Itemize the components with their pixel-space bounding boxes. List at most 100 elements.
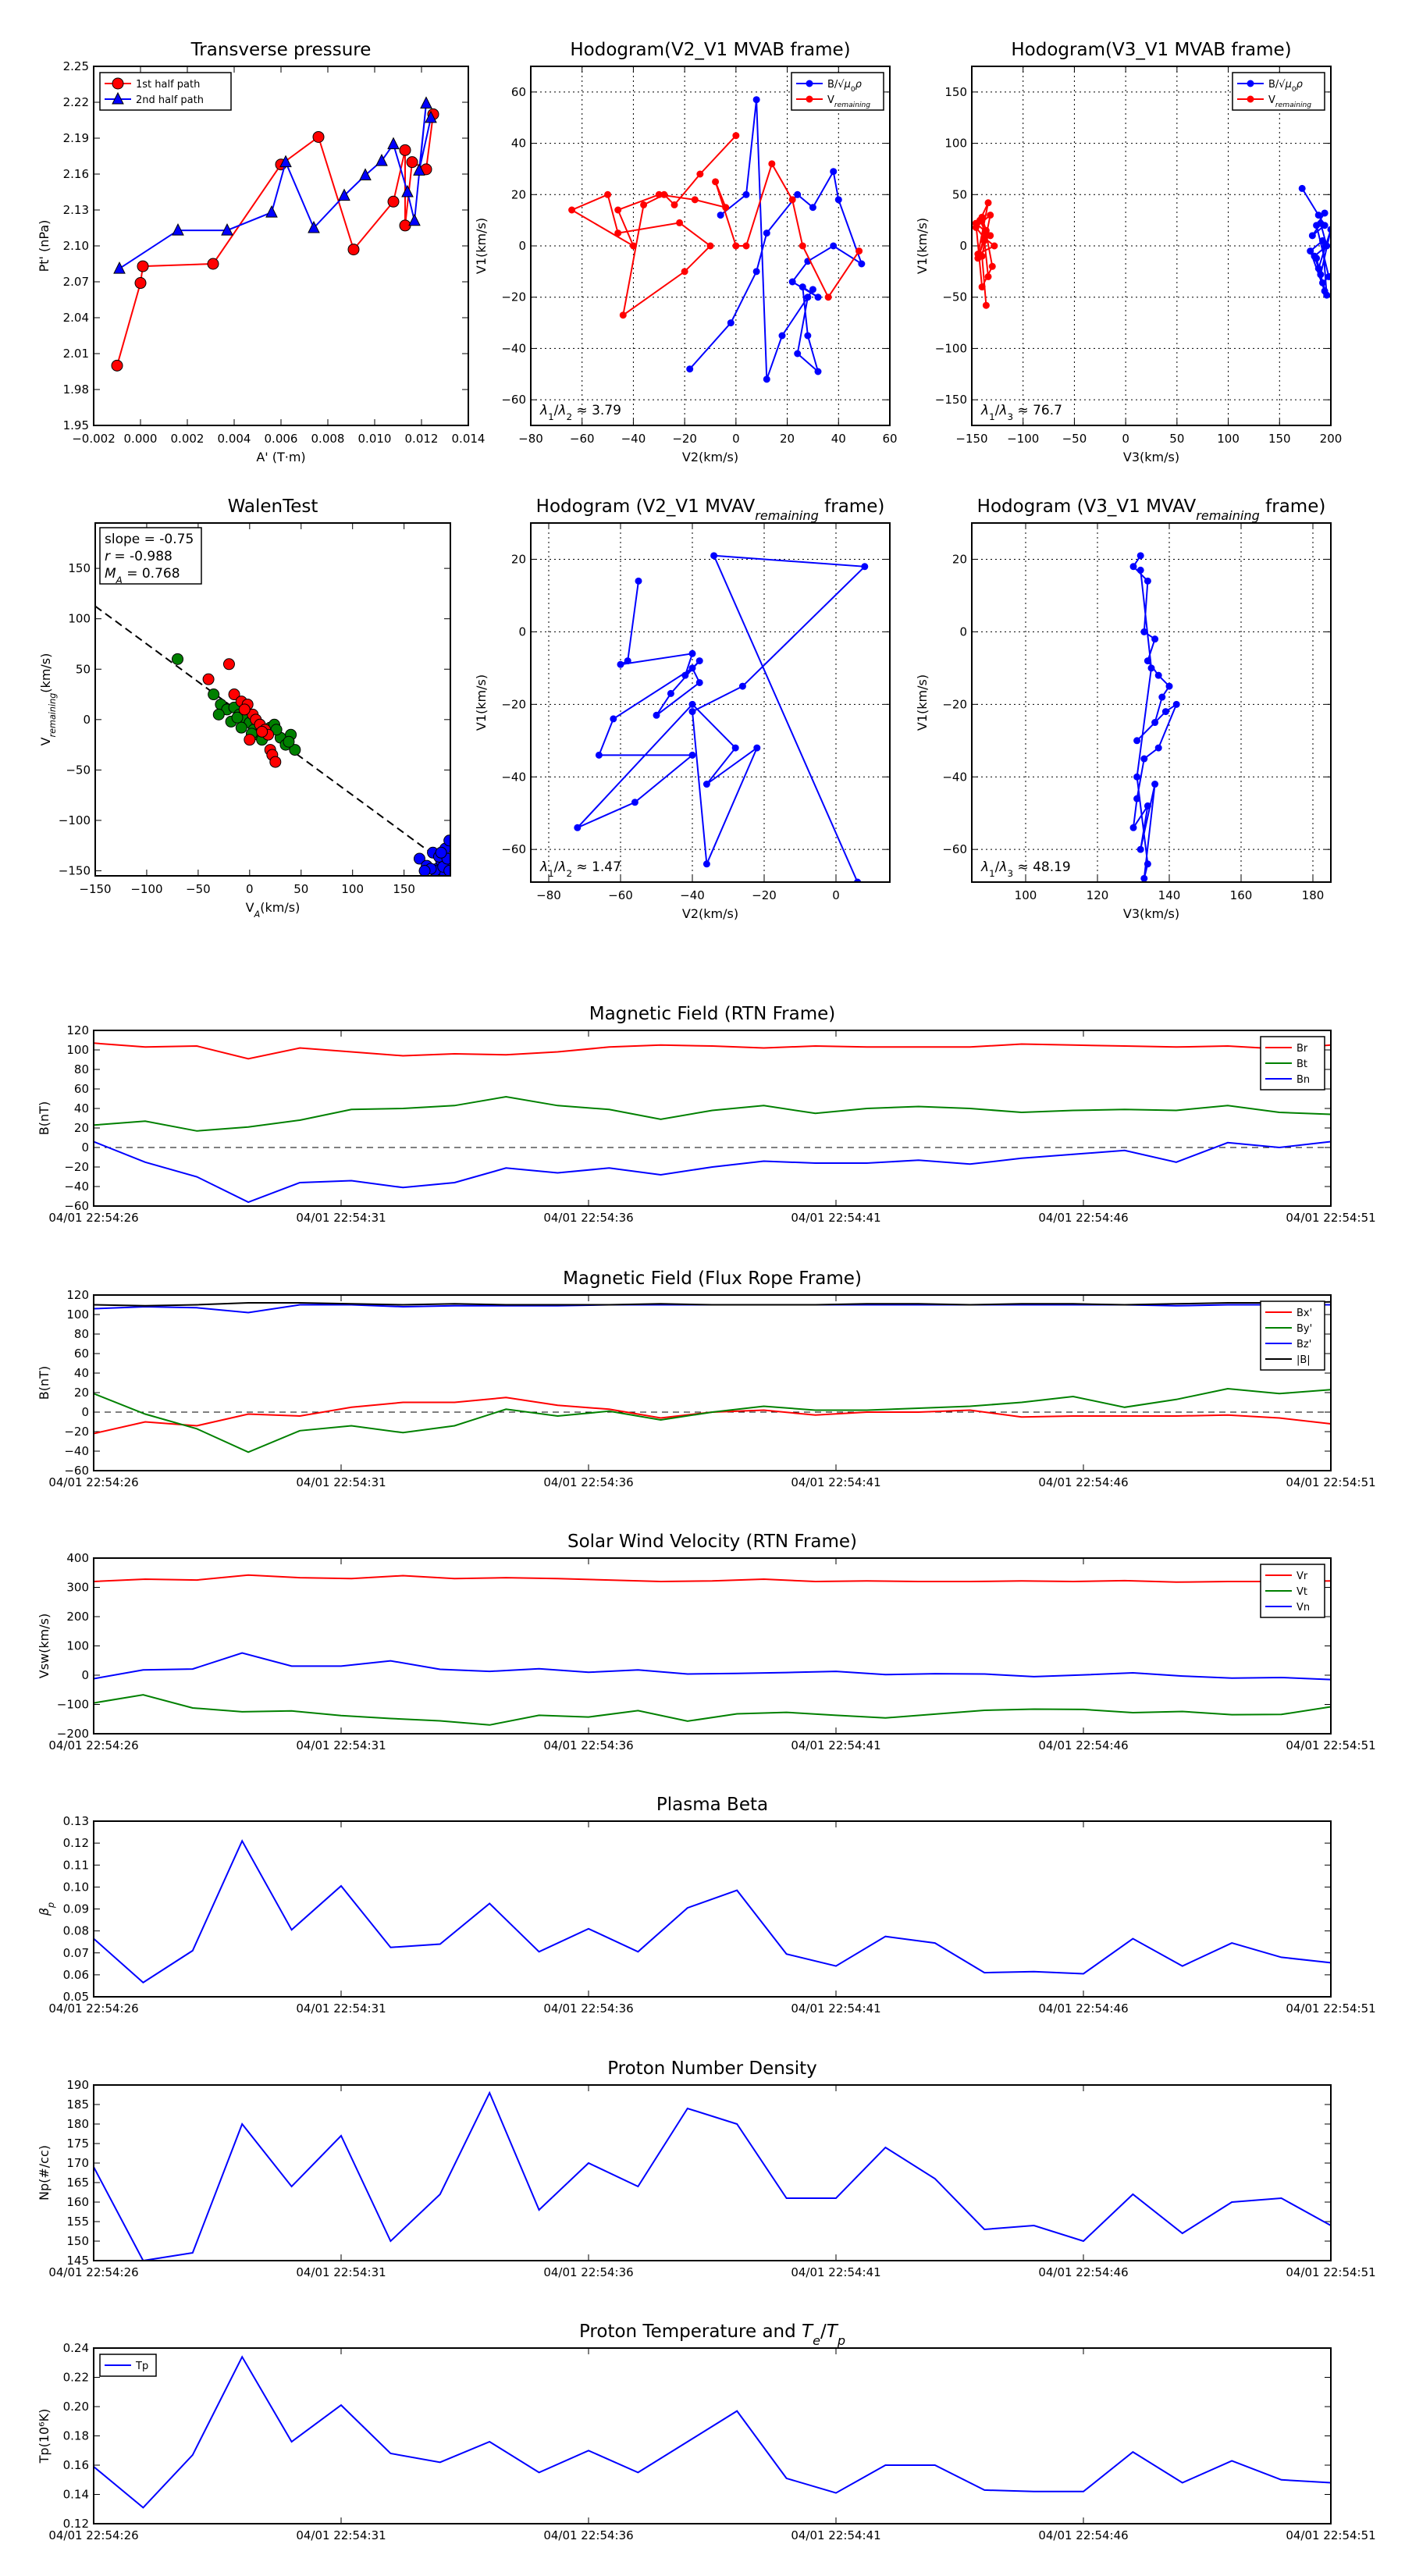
chart-title: Magnetic Field (Flux Rope Frame) [563,1268,862,1289]
y-tick-label: 165 [66,2176,89,2190]
legend-label: Vremaining [1268,94,1311,109]
x-tick-label: 04/01 22:54:46 [1038,1211,1128,1225]
y-tick-label: 0.18 [63,2429,89,2443]
axis-ticks: 04/01 22:54:26 04/01 22:54:31 04/01 22:54:… [48,2341,1375,2542]
data-point [231,711,244,724]
data-point [443,834,450,847]
legend-marker [1247,95,1254,103]
x-tick-label: 04/01 22:54:31 [296,2265,386,2279]
data-point [1158,693,1166,701]
annotation-part: / [995,403,1000,418]
stat-slope: slope = -0.75 [105,532,194,547]
y-tick-label: −100 [935,341,967,355]
annotation-part: ≈ 76.7 [1013,403,1062,418]
annotation-part: 1 [989,411,995,422]
chart-title: Proton Temperature and Te/Tp [579,2322,845,2348]
y-tick-label: 2.01 [63,347,89,361]
y-tick-label: 0.14 [63,2488,89,2502]
data-point [978,213,986,221]
legend-label: Tp [135,2361,148,2372]
x-tick-label: 100 [341,882,364,896]
annotation-part: ≈ 48.19 [1013,859,1071,875]
series-line-Br [94,1042,1331,1060]
data-point [1151,635,1159,643]
data-point [1144,802,1151,809]
legend-label-part: ρ [1297,79,1304,91]
annotation-part: ≈ 1.47 [572,859,621,875]
x-tick-label: 04/01 22:54:41 [791,2528,880,2542]
data-point [858,260,866,268]
y-tick-label: −40 [501,341,526,355]
legend-label-part: μ [844,79,851,91]
legend-label: Vt [1297,1586,1307,1598]
plot-frame [530,66,891,426]
data-point [1313,254,1321,262]
stats-box-frame [99,527,202,585]
data-point [788,278,796,286]
annotation-part: λ [998,859,1007,875]
annotation-part: / [995,859,1000,875]
x-tick-label: 0 [246,882,254,896]
data-point [688,708,696,716]
y-tick-label: 0.16 [63,2458,89,2472]
y-tick-label: 60 [74,1082,89,1096]
plot-area [94,2090,1331,2261]
y-tick-label: 0.10 [63,1880,89,1894]
chart-title: Solar Wind Velocity (RTN Frame) [567,1532,857,1552]
plot-frame [93,1294,1332,1471]
x-tick-label: 04/01 22:54:51 [1286,2265,1375,2279]
plot-frame [93,1557,1332,1735]
annotation-part: λ [539,403,548,418]
y-tick-label: 0 [81,1668,89,1682]
y-tick-label: 175 [66,2137,89,2151]
data-point [413,163,425,176]
y-tick-label: 100 [68,612,91,626]
x-tick-label: −100 [130,882,162,896]
data-point [688,649,696,657]
data-point [1165,682,1173,690]
annotation-part: 2 [566,411,572,422]
data-point [799,283,806,291]
x-tick-label: 04/01 22:54:31 [296,1738,386,1752]
y-tick-label: 0.11 [63,1858,89,1872]
data-point [834,196,842,204]
data-point [375,154,388,166]
magnetic-field-flux-rope-chart: Magnetic Field (Flux Rope Frame)04/01 22… [37,1268,1376,1489]
data-point [712,178,720,186]
plot-area [972,184,1331,309]
x-tick-label: 04/01 22:54:36 [543,1738,633,1752]
y-tick-label: 60 [511,85,526,99]
data-point [1133,773,1141,781]
y-tick-label: 20 [74,1386,89,1400]
legend-marker [806,95,813,103]
x-tick-label: 04/01 22:54:46 [1038,1738,1128,1752]
chart-title-part: Hodogram (V3_V1 MVAV [977,496,1197,517]
axis-ticks: 04/01 22:54:26 04/01 22:54:31 04/01 22:54:… [48,1023,1375,1225]
data-point [617,660,624,668]
chart-title-part: p [837,2333,845,2348]
y-axis-label: V1(km/s) [474,218,489,274]
data-point [752,96,760,104]
data-point [1144,577,1151,585]
hodogram-v3v1-mvav-chart: Hodogram (V3_V1 MVAVremaining frame)100 1… [915,496,1332,921]
x-tick-label: 180 [1302,888,1325,902]
legend-label: Vremaining [827,94,870,109]
x-tick-label: 04/01 22:54:31 [296,2528,386,2542]
data-point [676,219,684,226]
legend-label: 2nd half path [136,94,204,106]
y-tick-label: 2.25 [63,59,89,73]
y-tick-label: 300 [66,1581,89,1595]
fit-line [95,605,450,868]
x-tick-label: 200 [1320,432,1343,446]
y-tick-label: 0.24 [63,2341,89,2355]
y-tick-label: 150 [944,85,967,99]
legend-label-part: V [827,94,834,106]
x-tick-label: −100 [1007,432,1039,446]
data-point [688,664,696,672]
data-point [640,201,648,208]
data-point [688,751,696,759]
data-point [732,242,740,250]
chart-title-part: T [827,2322,839,2342]
data-point [1144,657,1151,665]
